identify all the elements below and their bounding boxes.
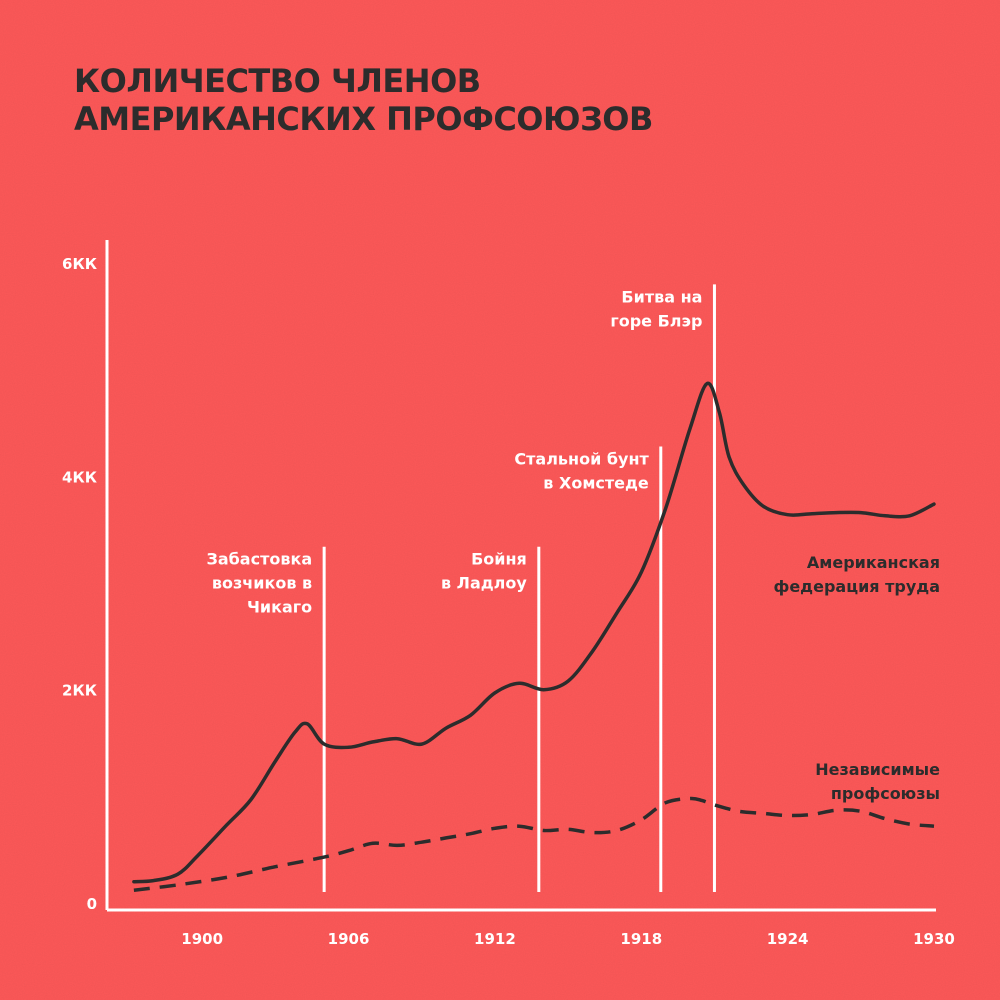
annotation-line: Битва на (621, 287, 702, 306)
y-tick-label: 0 (87, 895, 97, 913)
x-tick-label: 1900 (181, 930, 223, 948)
annotation-line: Забастовка (206, 550, 312, 569)
chart-title-line-1: КОЛИЧЕСТВО ЧЛЕНОВ (74, 62, 481, 100)
annotation-line: в Ладлоу (441, 574, 527, 593)
annotation-line: Чикаго (247, 598, 312, 617)
annotation-line: возчиков в (212, 574, 312, 593)
chart-title-line-2: АМЕРИКАНСКИХ ПРОФСОЮЗОВ (74, 100, 653, 138)
afl-line (132, 381, 936, 884)
event-annotation: Стальной бунт в Хомстеде (514, 449, 649, 492)
series-labels: Американская федерация труда Независимые пр… (773, 553, 940, 803)
annotation-line: горе Блэр (610, 311, 702, 330)
chart-title: КОЛИЧЕСТВО ЧЛЕНОВ АМЕРИКАНСКИХ ПРОФСОЮЗО… (74, 62, 653, 138)
annotation-line: в Хомстеде (543, 473, 649, 492)
x-tick-label: 1906 (328, 930, 370, 948)
event-annotation: Бойня в Ладлоу (441, 550, 527, 593)
axes (105, 240, 936, 912)
series-label-line: Американская (807, 553, 940, 572)
x-tick-label: 1918 (620, 930, 662, 948)
series-label-line: профсоюзы (831, 784, 940, 803)
event-annotation: Забастовка возчиков в Чикаго (206, 550, 312, 617)
event-annotation: Битва на горе Блэр (610, 287, 702, 330)
series-label-line: федерация труда (773, 577, 940, 596)
series-label-line: Независимые (815, 760, 940, 779)
y-tick-label: 2КК (62, 682, 98, 700)
annotation-line: Стальной бунт (514, 449, 649, 468)
y-tick-label: 4КК (62, 468, 98, 486)
event-annotations: Забастовка возчиков в Чикаго Бойня в Ладлоу С… (206, 287, 702, 616)
afl-series-label: Американская федерация труда (773, 553, 940, 596)
x-tick-label: 1912 (474, 930, 516, 948)
x-tick-labels: 1900 1906 1912 1918 1924 1930 (181, 930, 955, 948)
series-lines (132, 381, 936, 892)
y-tick-labels: 0 2КК 4КК 6КК (62, 255, 98, 913)
independent-series-label: Независимые профсоюзы (815, 760, 940, 803)
independent-unions-line (133, 796, 935, 892)
annotation-line: Бойня (471, 550, 527, 569)
y-tick-label: 6КК (62, 255, 98, 273)
x-tick-label: 1930 (913, 930, 955, 948)
x-tick-label: 1924 (767, 930, 809, 948)
